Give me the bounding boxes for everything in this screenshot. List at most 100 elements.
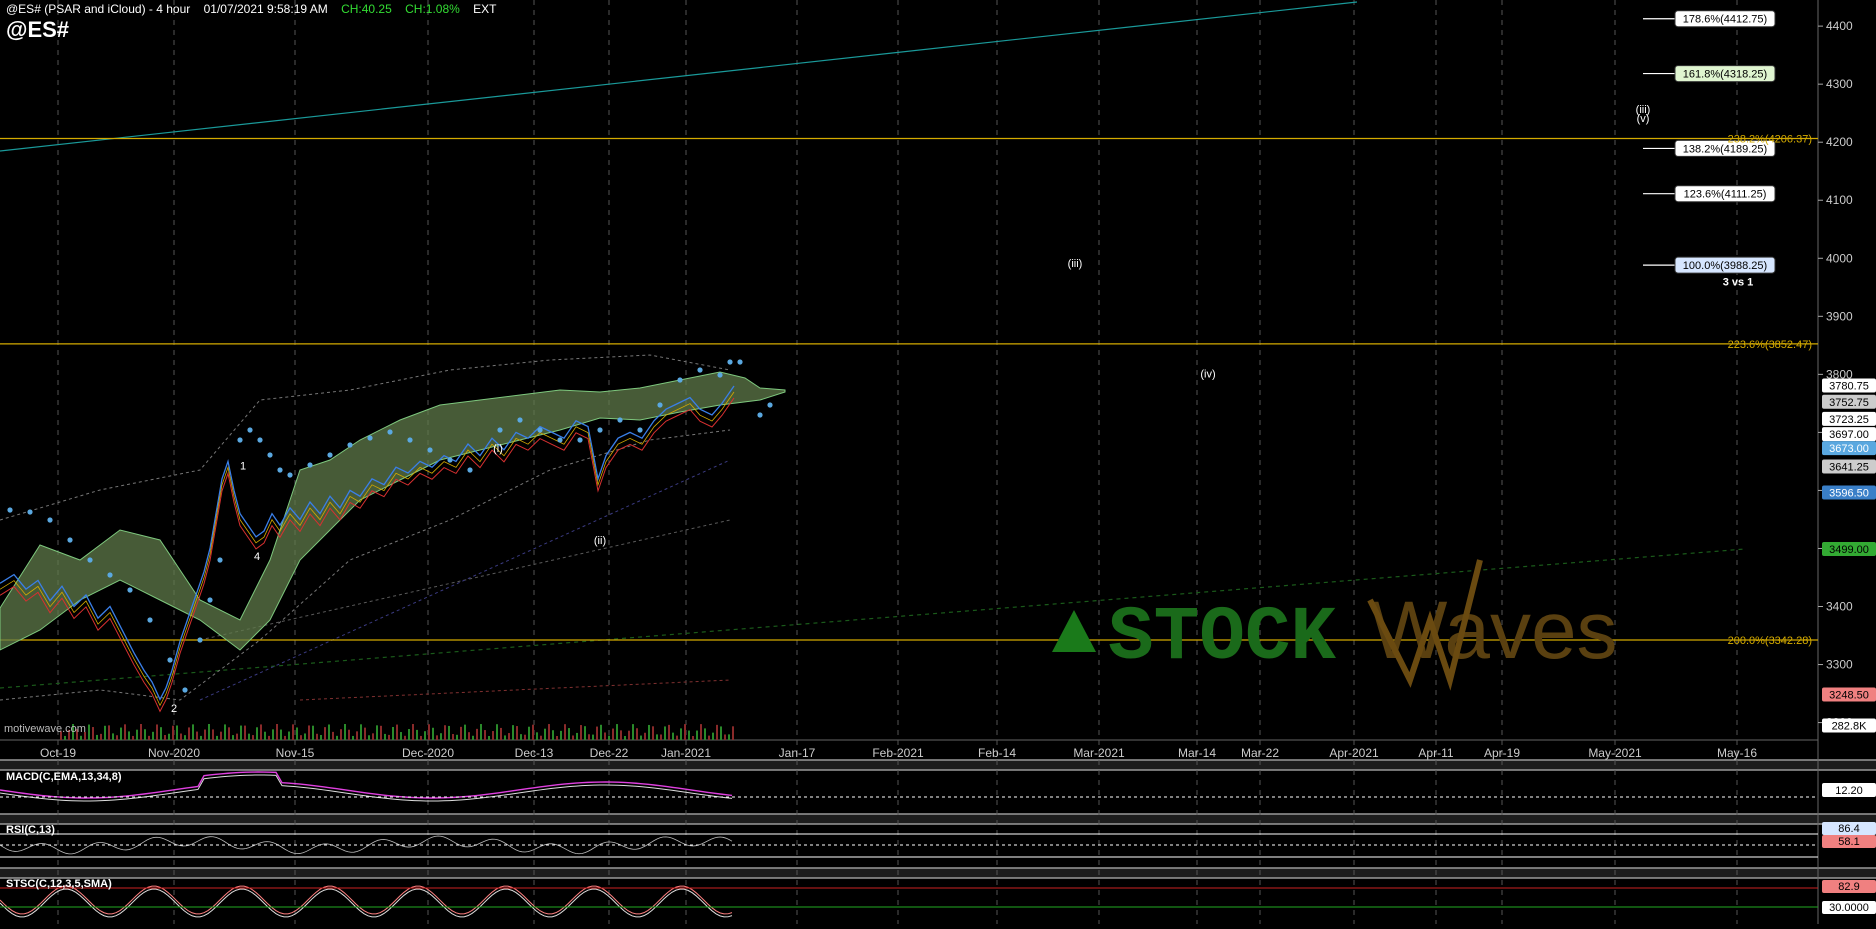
volume-bar	[472, 735, 474, 740]
price-tag-box	[1822, 542, 1876, 557]
volume-bar	[204, 729, 206, 740]
ichimoku-cloud	[0, 371, 786, 651]
volume-bar	[288, 731, 290, 740]
pane-separator	[0, 868, 1876, 878]
volume-bar	[184, 735, 186, 740]
price-tag-box	[1822, 411, 1876, 426]
x-tick-label: Dec-22	[590, 746, 629, 760]
price-tag-box	[1822, 687, 1876, 702]
wave-label: (iii)	[1068, 258, 1083, 270]
logo-wave-icon	[1367, 559, 1483, 691]
volume-bar	[496, 724, 498, 740]
price-tag-label: 3499.00	[1829, 544, 1869, 556]
volume-bar	[484, 730, 486, 740]
volume-bar	[412, 724, 414, 740]
price-tag-label: 282.8K	[1832, 720, 1868, 732]
volume-bar	[728, 734, 730, 740]
psar-dot	[767, 402, 773, 408]
volume-bar	[68, 729, 70, 740]
volume-bar	[556, 735, 558, 740]
pane-separator	[0, 814, 1876, 824]
volume-bar	[400, 732, 402, 740]
fib-target-box	[1674, 185, 1776, 203]
stsc-tag-box	[1822, 880, 1876, 893]
volume-bar	[572, 735, 574, 740]
session-label: EXT	[473, 2, 497, 16]
psar-dot	[7, 507, 13, 513]
volume-bar	[92, 727, 94, 740]
volume-bar	[236, 733, 238, 740]
volume-bar	[80, 735, 82, 740]
volume-bar	[628, 730, 630, 740]
price-tag-label: 3752.75	[1829, 397, 1869, 409]
wave-label: 3 vs 1	[1723, 277, 1754, 289]
volume-bar	[344, 724, 346, 740]
volume-bar	[380, 725, 382, 740]
wave-label: 2	[171, 703, 177, 715]
volume-bar	[420, 735, 422, 740]
macd-line	[0, 771, 733, 799]
volume-bar	[616, 724, 618, 740]
psar-dot	[347, 442, 353, 448]
chart-title: @ES# (PSAR and iCloud) - 4 hour	[6, 2, 191, 16]
price-line	[0, 385, 735, 701]
volume-bar	[692, 736, 694, 740]
price-tag-label: 3780.75	[1829, 381, 1869, 393]
volume-bar	[548, 724, 550, 740]
volume-bar	[684, 724, 686, 740]
volume-bar	[464, 724, 466, 740]
macd-signal-line	[0, 774, 733, 802]
volume-bar	[392, 726, 394, 740]
volume-bar	[340, 729, 342, 740]
volume-bar	[72, 724, 74, 740]
volume-bar	[260, 724, 262, 740]
volume-bar	[336, 735, 338, 740]
volume-bar	[528, 726, 530, 740]
psar-dot	[127, 587, 133, 593]
fib-level-label: 200.0%(3342.28)	[1728, 635, 1812, 647]
volume-bar	[536, 732, 538, 740]
volume-bar	[520, 734, 522, 740]
rsi-label: RSI(C,13)	[6, 824, 55, 836]
psar-dot	[287, 472, 293, 478]
volume-bar	[644, 732, 646, 740]
volume-bar	[600, 724, 602, 740]
volume-bar	[348, 729, 350, 740]
volume-bar	[172, 725, 174, 740]
volume-bar	[532, 724, 534, 740]
logo-text-waves: Waves	[1370, 585, 1618, 676]
volume-bar	[300, 735, 302, 740]
volume-bar	[652, 726, 654, 740]
volume-bar	[672, 732, 674, 740]
volume-bar	[724, 734, 726, 740]
psar-dot	[147, 617, 153, 623]
fib-level-label: 223.6%(3852.47)	[1728, 339, 1812, 351]
volume-bar	[668, 724, 670, 740]
price-tag-box	[1822, 459, 1876, 474]
psar-dot	[367, 435, 373, 441]
psar-dot	[657, 402, 663, 408]
wave-label: (ii)	[594, 535, 606, 547]
psar-dot	[757, 412, 763, 418]
volume-bar	[660, 734, 662, 740]
volume-bar	[272, 729, 274, 740]
volume-bar	[732, 726, 734, 740]
wave-label: (v)	[1637, 113, 1650, 125]
wave-label: 4	[254, 551, 260, 563]
volume-bar	[576, 732, 578, 740]
psar-dot	[427, 447, 433, 453]
y-tick-label: 4100	[1826, 193, 1853, 207]
volume-bar	[676, 735, 678, 740]
tenkan-line	[0, 391, 735, 707]
psar-dot	[307, 462, 313, 468]
price-tag-label: 3248.50	[1829, 689, 1869, 701]
volume-bar	[176, 725, 178, 740]
volume-bar	[144, 729, 146, 740]
volume-bar	[604, 732, 606, 740]
volume-bar	[140, 724, 142, 740]
volume-bar	[480, 724, 482, 740]
symbol-title: @ES#	[6, 17, 70, 42]
volume-bar	[436, 735, 438, 740]
